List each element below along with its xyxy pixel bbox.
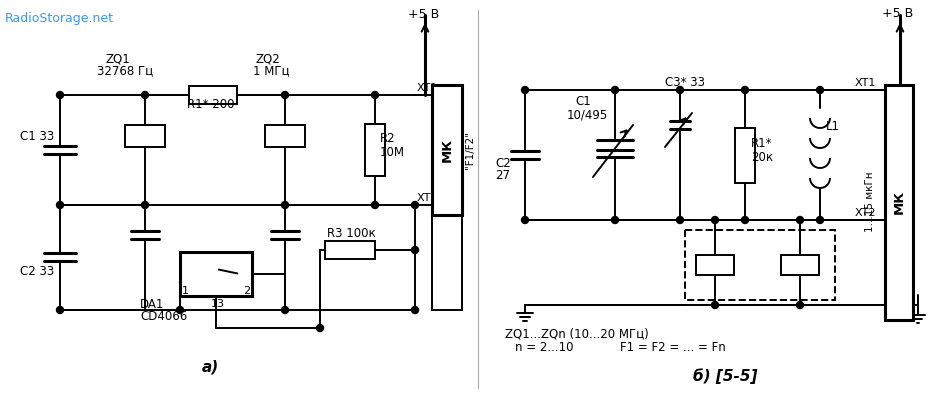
Text: 27: 27 <box>495 169 510 182</box>
Bar <box>885 85 913 320</box>
Circle shape <box>281 306 289 314</box>
Circle shape <box>796 217 804 223</box>
Text: 1...15 мкГн: 1...15 мкГн <box>865 172 875 232</box>
Text: 13: 13 <box>211 299 225 309</box>
Circle shape <box>281 201 289 209</box>
Text: n = 2...10: n = 2...10 <box>515 341 574 354</box>
Text: R2: R2 <box>380 132 395 145</box>
Bar <box>265 125 305 147</box>
Circle shape <box>742 217 749 223</box>
Text: С2 33: С2 33 <box>20 265 54 278</box>
Bar <box>696 255 734 275</box>
Text: RadioStorage.net: RadioStorage.net <box>5 12 114 25</box>
Text: ХТ2: ХТ2 <box>417 193 439 203</box>
Circle shape <box>142 91 148 99</box>
Text: ZQ1...ZQn (10...20 МГц): ZQ1...ZQn (10...20 МГц) <box>505 327 649 340</box>
Circle shape <box>796 302 804 308</box>
Circle shape <box>612 217 618 223</box>
Circle shape <box>411 201 419 209</box>
Text: ХТ1: ХТ1 <box>417 83 438 93</box>
Text: 10М: 10М <box>380 146 405 159</box>
Text: МК: МК <box>441 138 453 162</box>
Text: С2: С2 <box>495 157 511 170</box>
Text: "F1/F2": "F1/F2" <box>465 131 475 169</box>
Bar <box>365 124 385 176</box>
Text: 1 МГц: 1 МГц <box>253 64 290 77</box>
Circle shape <box>56 306 64 314</box>
Text: +5 В: +5 В <box>408 8 439 21</box>
Circle shape <box>411 247 419 253</box>
Text: С1 33: С1 33 <box>20 130 54 143</box>
Text: С1: С1 <box>575 95 591 108</box>
Bar <box>189 86 237 104</box>
Circle shape <box>411 306 419 314</box>
Text: ZQ2: ZQ2 <box>256 52 281 65</box>
Circle shape <box>522 217 528 223</box>
Text: 2: 2 <box>243 286 250 296</box>
Text: а): а) <box>201 360 219 375</box>
Circle shape <box>816 87 824 93</box>
Circle shape <box>742 87 749 93</box>
Circle shape <box>56 201 64 209</box>
Circle shape <box>612 87 618 93</box>
Bar <box>432 85 462 215</box>
Circle shape <box>142 201 148 209</box>
Text: ХТ1: ХТ1 <box>855 78 876 88</box>
Text: CD4066: CD4066 <box>140 310 187 323</box>
Text: МК: МК <box>892 190 905 214</box>
Text: R3 100к: R3 100к <box>327 227 376 240</box>
Text: 10/495: 10/495 <box>567 108 608 121</box>
Bar <box>325 241 375 259</box>
Circle shape <box>676 217 683 223</box>
Bar <box>735 128 755 183</box>
Circle shape <box>522 87 528 93</box>
Circle shape <box>371 91 378 99</box>
Text: ZQ1: ZQ1 <box>105 52 130 65</box>
Text: R1* 200: R1* 200 <box>187 98 235 111</box>
Text: С3* 33: С3* 33 <box>665 76 705 89</box>
Text: 32768 Гц: 32768 Гц <box>97 64 153 77</box>
Circle shape <box>712 302 718 308</box>
Circle shape <box>712 217 718 223</box>
Bar <box>781 255 819 275</box>
Circle shape <box>177 306 183 314</box>
Text: R1*: R1* <box>751 137 772 150</box>
Bar <box>685 230 835 300</box>
Text: +5 В: +5 В <box>882 7 913 20</box>
Circle shape <box>816 217 824 223</box>
Text: 20к: 20к <box>751 151 773 164</box>
Circle shape <box>316 324 324 332</box>
Text: L1: L1 <box>826 120 840 133</box>
Circle shape <box>371 201 378 209</box>
Text: ХТ2: ХТ2 <box>855 208 877 218</box>
Circle shape <box>281 91 289 99</box>
Bar <box>180 252 252 296</box>
Text: 1: 1 <box>182 286 189 296</box>
Bar <box>125 125 165 147</box>
Circle shape <box>56 91 64 99</box>
Text: б) [5-5]: б) [5-5] <box>693 368 757 384</box>
Circle shape <box>676 87 683 93</box>
Text: DA1: DA1 <box>140 298 164 311</box>
Text: F1 = F2 = ... = Fn: F1 = F2 = ... = Fn <box>620 341 726 354</box>
